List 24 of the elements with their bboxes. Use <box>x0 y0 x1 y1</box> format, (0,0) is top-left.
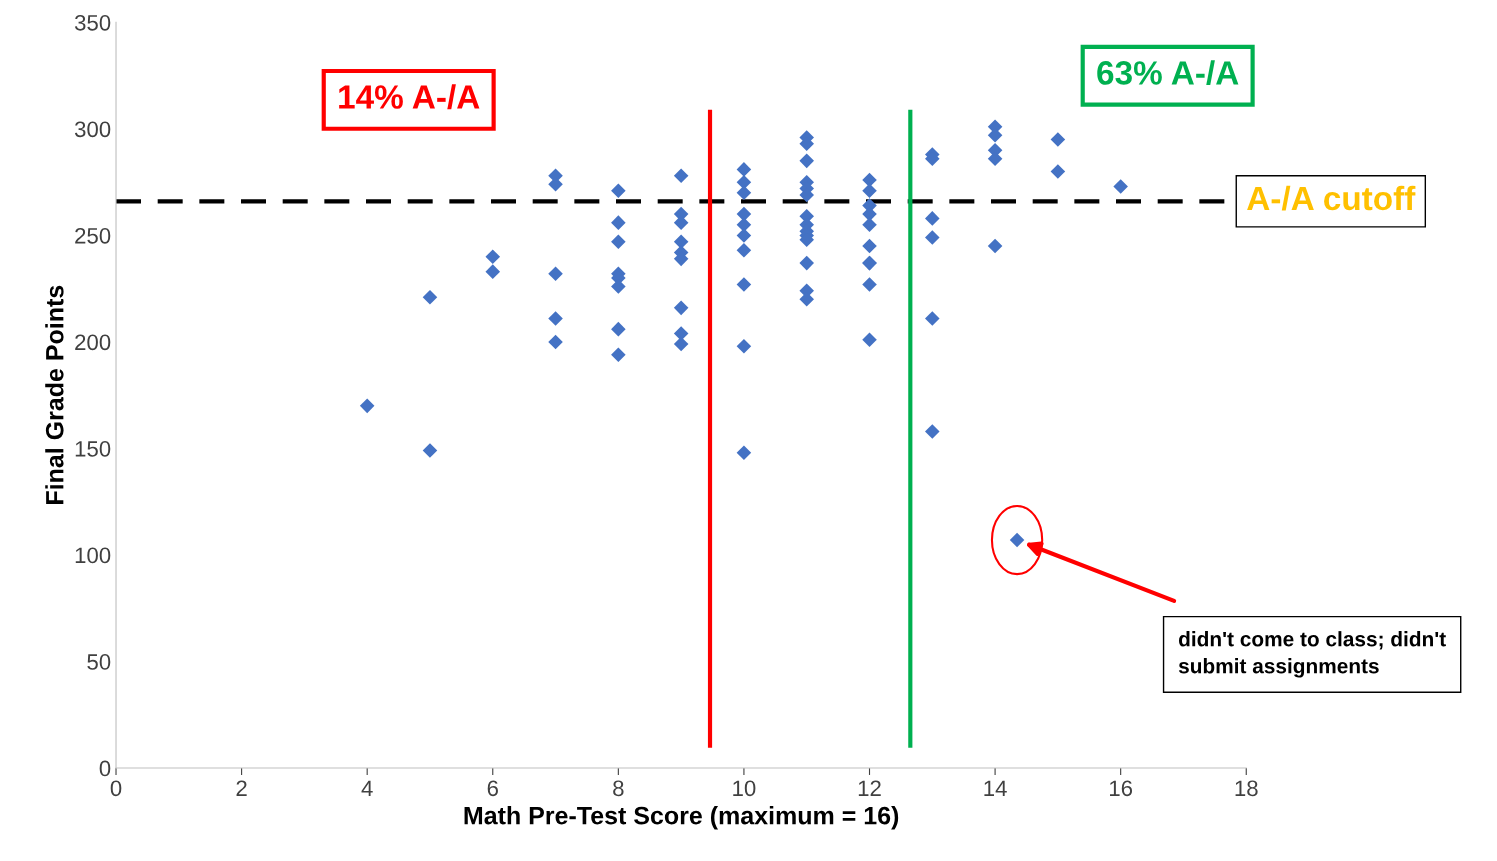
annotation: 63% A-/A <box>1097 60 1239 86</box>
x-tick-label: 10 <box>733 780 756 797</box>
y-tick-label: 150 <box>75 440 111 457</box>
x-tick-label: 4 <box>361 780 373 796</box>
y-tick-label: 350 <box>74 14 111 31</box>
y-tick-label: 50 <box>87 654 111 670</box>
y-tick-label: 100 <box>75 547 111 564</box>
x-tick-label: 0 <box>110 780 122 797</box>
y-tick-label: 250 <box>75 227 111 244</box>
y-axis-title: Final Grade Points <box>45 285 64 504</box>
x-axis-title: Math Pre-Test Score (maximum = 16) <box>464 806 899 830</box>
y-tick-label: 0 <box>99 760 111 777</box>
ref-line-label: A-/A cutoff <box>1247 185 1416 211</box>
annotation: didn't come to class; didn't submit assignments <box>1178 631 1446 678</box>
y-tick-label: 300 <box>74 121 111 138</box>
x-tick-label: 8 <box>613 780 624 797</box>
x-tick-label: 12 <box>858 780 881 796</box>
x-tick-label: 14 <box>984 780 1007 796</box>
x-tick-label: 2 <box>236 780 247 796</box>
x-tick-label: 6 <box>487 780 498 797</box>
x-tick-label: 16 <box>1110 780 1133 797</box>
y-tick-label: 200 <box>75 334 111 351</box>
x-tick-label: 18 <box>1235 780 1258 797</box>
annotation: 14% A-/A <box>339 84 480 110</box>
